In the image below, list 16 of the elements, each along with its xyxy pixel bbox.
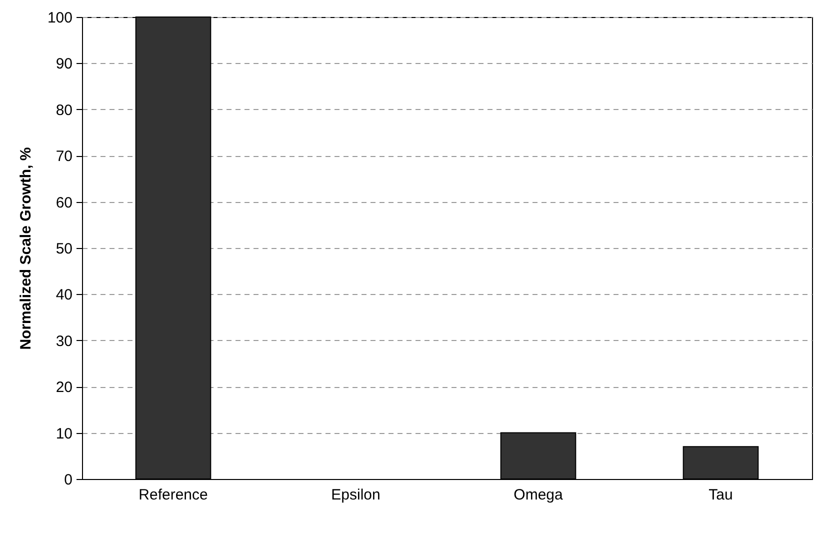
x-tick-label: Omega bbox=[514, 486, 564, 504]
y-tick-label: 10 bbox=[56, 425, 72, 442]
y-tick-label: 70 bbox=[56, 148, 72, 166]
y-tick-label: 0 bbox=[64, 472, 72, 488]
y-tick-label: 30 bbox=[56, 332, 72, 350]
y-tick-label: 20 bbox=[56, 379, 72, 396]
y-tick-label: 40 bbox=[56, 286, 72, 304]
y-tick-label: 60 bbox=[56, 194, 72, 212]
x-tick-label: Tau bbox=[708, 486, 733, 504]
x-tick-label: Epsilon bbox=[331, 486, 380, 504]
y-tick-label: 80 bbox=[56, 102, 72, 119]
y-tick-label: 50 bbox=[56, 240, 72, 258]
y-tick-label: 90 bbox=[56, 56, 72, 73]
y-axis-title: Normalized Scale Growth, % bbox=[17, 147, 34, 350]
x-tick-label: Reference bbox=[138, 486, 208, 504]
y-tick-label: 100 bbox=[47, 10, 72, 26]
